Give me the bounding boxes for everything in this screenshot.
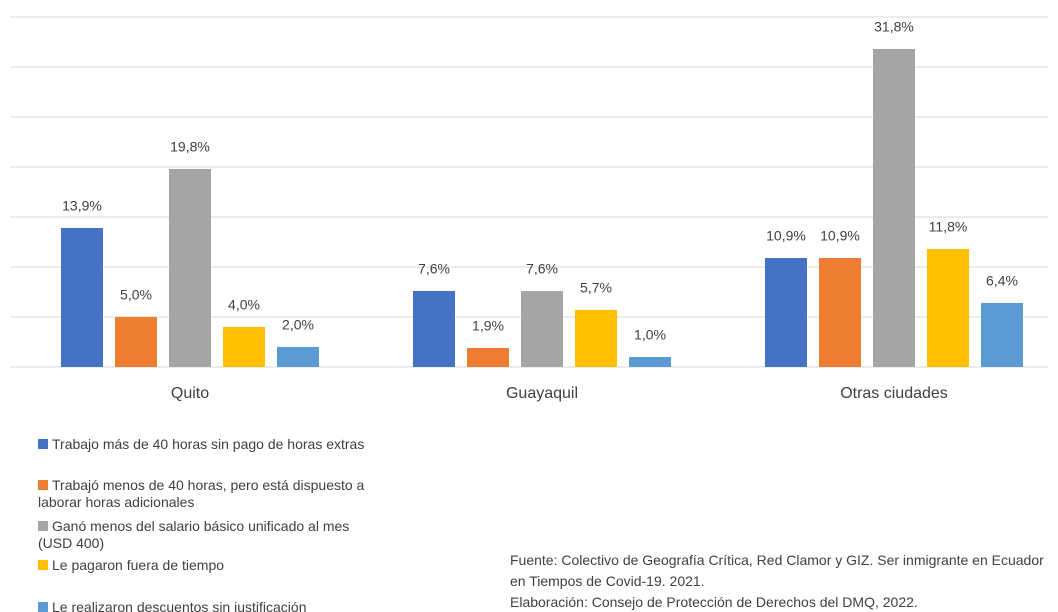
legend-item: Le realizaron descuentos sin justificaci…: [38, 599, 368, 612]
bar: [413, 291, 455, 367]
x-tick-label: Otras ciudades: [840, 385, 948, 402]
bar: [467, 348, 509, 367]
data-label: 1,0%: [634, 327, 666, 343]
legend-label: Le realizaron descuentos sin justificaci…: [52, 599, 307, 612]
data-label: 2,0%: [282, 317, 314, 333]
data-label: 7,6%: [526, 261, 558, 277]
legend-label: Trabajo más de 40 horas sin pago de hora…: [52, 436, 365, 452]
bar: [765, 258, 807, 367]
legend-item: Trabajó menos de 40 horas, pero está dis…: [38, 477, 368, 511]
note: Fuente: Colectivo de Geografía Crítica, …: [510, 552, 1044, 589]
bar: [169, 169, 211, 367]
bar: [115, 317, 157, 367]
legend-label: Trabajó menos de 40 horas, pero está dis…: [38, 477, 365, 510]
legend-swatch: [38, 439, 48, 449]
legend-label: Ganó menos del salario básico unificado …: [38, 518, 350, 551]
legend-swatch: [38, 560, 48, 570]
bar: [277, 347, 319, 367]
bar: [223, 327, 265, 367]
legend-item: Trabajo más de 40 horas sin pago de hora…: [38, 436, 368, 453]
bar: [61, 228, 103, 367]
data-label: 6,4%: [986, 273, 1018, 289]
data-label: 1,9%: [472, 318, 504, 334]
data-label: 10,9%: [820, 228, 860, 244]
data-label: 5,0%: [120, 287, 152, 303]
legend-swatch: [38, 480, 48, 490]
data-label: 10,9%: [766, 228, 806, 244]
bar: [981, 303, 1023, 367]
note: Elaboración: Consejo de Protección de De…: [510, 594, 918, 610]
data-label: 19,8%: [170, 139, 210, 155]
data-label: 7,6%: [418, 261, 450, 277]
chart: Quito 13,9% 5,0% 19,8% 4,0% 2,0% Guayaquil 7,6%…: [10, 16, 1048, 402]
data-label: 31,8%: [874, 19, 914, 35]
bar: [629, 357, 671, 367]
data-label: 11,8%: [929, 219, 968, 235]
bar: [873, 49, 915, 367]
bar: [575, 310, 617, 367]
x-tick-label: Guayaquil: [506, 385, 578, 402]
data-label: 4,0%: [228, 297, 260, 313]
notes: Fuente: Colectivo de Geografía Crítica, …: [510, 550, 1055, 612]
bar: [819, 258, 861, 367]
data-label: 13,9%: [62, 198, 102, 214]
legend-item: Le pagaron fuera de tiempo: [38, 557, 368, 574]
legend-label: Le pagaron fuera de tiempo: [52, 557, 225, 573]
bar: [927, 249, 969, 367]
legend-item: Ganó menos del salario básico unificado …: [38, 518, 368, 552]
legend-swatch: [38, 602, 48, 612]
legend-swatch: [38, 521, 48, 531]
x-tick-label: Quito: [171, 385, 209, 402]
data-label: 5,7%: [580, 280, 612, 296]
bar: [521, 291, 563, 367]
